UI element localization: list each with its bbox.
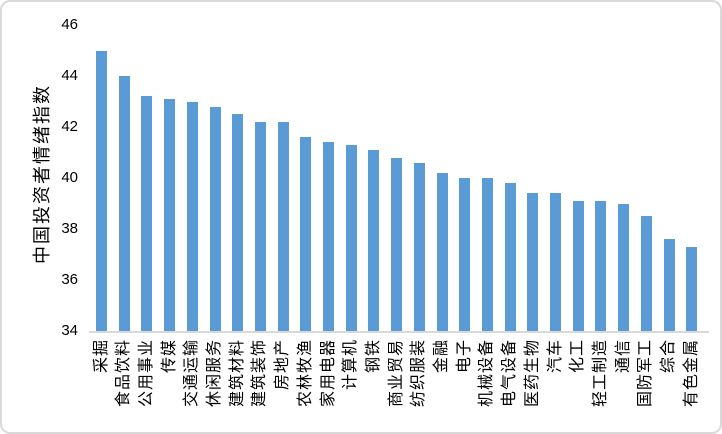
x-label-11: 计算机 — [342, 339, 360, 391]
y-tick-label: 44 — [61, 67, 78, 84]
x-label-8: 房地产 — [274, 339, 292, 391]
x-label-26: 有色金属 — [682, 339, 700, 408]
x-label-22: 轻工制造 — [591, 339, 609, 408]
x-label-21: 化工 — [569, 339, 587, 374]
bar-23 — [618, 203, 630, 331]
bar-1 — [118, 76, 130, 331]
x-label-25: 综合 — [660, 339, 677, 374]
x-label-23: 通信 — [614, 339, 632, 374]
x-label-13: 商业贸易 — [387, 339, 405, 408]
y-tick-label: 36 — [61, 271, 78, 288]
bar-10 — [323, 142, 334, 331]
y-tick-label: 46 — [61, 16, 78, 33]
x-label-2: 公用事业 — [137, 339, 155, 408]
bar-5 — [209, 106, 221, 331]
bar-2 — [141, 96, 153, 331]
x-label-7: 建筑装饰 — [251, 339, 269, 408]
bar-6 — [232, 114, 244, 331]
bar-24 — [640, 216, 652, 331]
y-tick-label: 34 — [61, 322, 78, 339]
x-label-9: 农林牧渔 — [296, 339, 314, 408]
y-tick-label: 40 — [61, 169, 78, 186]
x-label-0: 采掘 — [92, 339, 110, 374]
x-label-10: 家用电器 — [319, 339, 337, 408]
bar-20 — [550, 193, 561, 331]
x-label-15: 金融 — [433, 339, 450, 374]
bar-15 — [436, 172, 448, 331]
y-tick-label: 38 — [61, 220, 78, 237]
x-label-18: 电气设备 — [501, 339, 519, 408]
x-label-19: 医药生物 — [523, 339, 541, 408]
bar-19 — [527, 193, 539, 331]
bar-18 — [504, 183, 516, 331]
bar-7 — [254, 121, 266, 331]
x-label-3: 传媒 — [160, 339, 178, 374]
bar-21 — [572, 200, 584, 331]
bar-22 — [595, 200, 607, 331]
bar-9 — [300, 137, 312, 331]
bar-3 — [164, 98, 176, 331]
y-tick-label: 42 — [61, 118, 78, 135]
bar-26 — [686, 246, 698, 331]
x-label-17: 机械设备 — [478, 339, 496, 408]
bar-8 — [277, 121, 289, 331]
x-axis-line — [89, 331, 709, 333]
bar-4 — [186, 101, 198, 331]
bar-25 — [663, 239, 675, 331]
bar-14 — [413, 162, 425, 331]
x-label-5: 休闲服务 — [206, 339, 223, 408]
bar-13 — [391, 157, 403, 331]
bar-16 — [459, 178, 471, 331]
bar-0 — [96, 50, 107, 331]
x-label-16: 电子 — [455, 339, 473, 374]
x-label-20: 汽车 — [546, 339, 564, 374]
x-label-24: 国防军工 — [637, 339, 655, 408]
x-label-4: 交通运输 — [183, 339, 201, 408]
x-label-1: 食品饮料 — [115, 339, 133, 408]
x-label-6: 建筑材料 — [228, 339, 246, 408]
x-label-14: 纺织服装 — [410, 339, 428, 408]
bar-11 — [345, 144, 357, 331]
x-label-12: 钢铁 — [364, 339, 382, 374]
bar-17 — [481, 178, 493, 331]
bar-12 — [368, 149, 380, 331]
